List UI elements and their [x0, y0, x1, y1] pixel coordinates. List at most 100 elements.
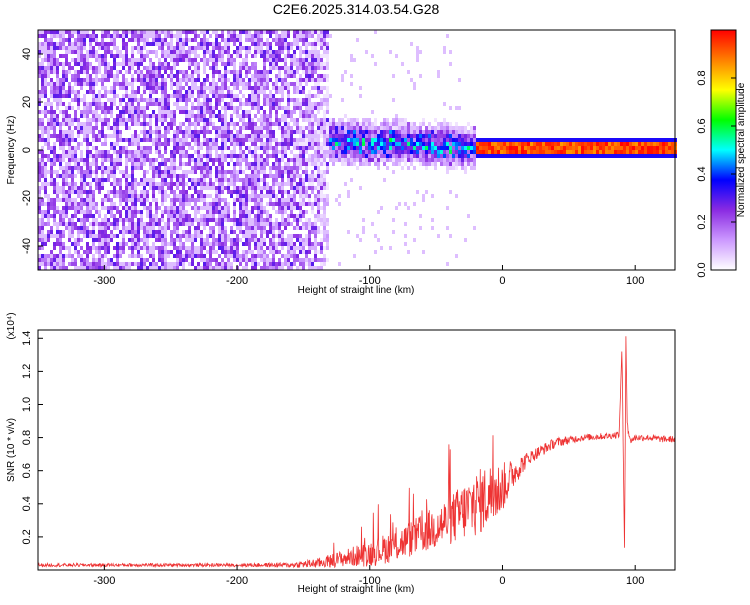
heatmap-cell [266, 190, 269, 194]
heatmap-cell [434, 146, 437, 150]
heatmap-cell [287, 50, 290, 54]
heatmap-cell [248, 258, 251, 262]
heatmap-cell [83, 38, 86, 42]
heatmap-cell [434, 150, 437, 154]
heatmap-cell [320, 126, 323, 130]
heatmap-cell [236, 142, 239, 146]
heatmap-cell [254, 230, 257, 234]
heatmap-cell [74, 166, 77, 170]
heatmap-cell [194, 190, 197, 194]
heatmap-cell [293, 182, 296, 186]
heatmap-cell [245, 258, 248, 262]
heatmap-cell [422, 138, 425, 142]
heatmap-cell [110, 146, 113, 150]
heatmap-cell [188, 78, 191, 82]
heatmap-cell [254, 102, 257, 106]
heatmap-cell [107, 126, 110, 130]
heatmap-cell [131, 54, 134, 58]
heatmap-cell [92, 66, 95, 70]
heatmap-cell [320, 130, 323, 134]
heatmap-cell [350, 126, 353, 130]
heatmap-cell [248, 94, 251, 98]
heatmap-cell [269, 50, 272, 54]
heatmap-cell [287, 250, 290, 254]
heatmap-cell [131, 254, 134, 258]
heatmap-cell [278, 90, 281, 94]
heatmap-cell [236, 134, 239, 138]
heatmap-cell [197, 106, 200, 110]
heatmap-cell [173, 82, 176, 86]
heatmap-cell [230, 54, 233, 58]
heatmap-cell [101, 122, 104, 126]
heatmap-cell [245, 218, 248, 222]
heatmap-cell [242, 222, 245, 226]
heatmap-cell [41, 110, 44, 114]
heatmap-cell [170, 118, 173, 122]
heatmap-cell [101, 158, 104, 162]
heatmap-cell [89, 202, 92, 206]
heatmap-cell [350, 134, 353, 138]
heatmap-cell [311, 130, 314, 134]
heatmap-cell [152, 186, 155, 190]
heatmap-cell [275, 138, 278, 142]
heatmap-cell [248, 122, 251, 126]
heatmap-cell [89, 46, 92, 50]
heatmap-cell [80, 218, 83, 222]
heatmap-cell [248, 246, 251, 250]
heatmap-cell [68, 222, 71, 226]
heatmap-cell [401, 134, 404, 138]
heatmap-cell [248, 34, 251, 38]
heatmap-cell [86, 138, 89, 142]
heatmap-cell [233, 42, 236, 46]
heatmap-cell [410, 154, 413, 158]
heatmap-cell [251, 106, 254, 110]
heatmap-cell [77, 74, 80, 78]
heatmap-cell [131, 238, 134, 242]
heatmap-cell [131, 190, 134, 194]
heatmap-cell [308, 98, 311, 102]
heatmap-cell [131, 90, 134, 94]
heatmap-cell [53, 182, 56, 186]
heatmap-cell [158, 138, 161, 142]
heatmap-cell [89, 110, 92, 114]
heatmap-cell [203, 254, 206, 258]
heatmap-cell [230, 58, 233, 62]
heatmap-cell [209, 174, 212, 178]
heatmap-cell [101, 58, 104, 62]
heatmap-cell [53, 34, 56, 38]
heatmap-cell [50, 230, 53, 234]
heatmap-cell [302, 170, 305, 174]
heatmap-cell [161, 54, 164, 58]
heatmap-cell [311, 34, 314, 38]
heatmap-cell [122, 54, 125, 58]
heatmap-cell [323, 186, 326, 190]
heatmap-cell [458, 106, 461, 110]
heatmap-cell [239, 146, 242, 150]
heatmap-cell [422, 146, 425, 150]
heatmap-cell [305, 126, 308, 130]
heatmap-cell [260, 130, 263, 134]
heatmap-cell [140, 198, 143, 202]
heatmap-cell [221, 94, 224, 98]
heatmap-cell [419, 138, 422, 142]
heatmap-cell [266, 82, 269, 86]
heatmap-cell [422, 198, 425, 202]
heatmap-cell [308, 138, 311, 142]
heatmap-cell [188, 54, 191, 58]
heatmap-cell [296, 98, 299, 102]
heatmap-cell [56, 118, 59, 122]
heatmap-cell [86, 190, 89, 194]
heatmap-cell [323, 258, 326, 262]
heatmap-cell [59, 266, 62, 270]
heatmap-cell [311, 62, 314, 66]
heatmap-cell [62, 222, 65, 226]
heatmap-cell [239, 98, 242, 102]
heatmap-cell [149, 34, 152, 38]
heatmap-cell [296, 170, 299, 174]
heatmap-cell [41, 226, 44, 230]
heatmap-cell [317, 166, 320, 170]
heatmap-cell [155, 142, 158, 146]
heatmap-cell [167, 50, 170, 54]
heatmap-cell [92, 118, 95, 122]
heatmap-cell [179, 82, 182, 86]
